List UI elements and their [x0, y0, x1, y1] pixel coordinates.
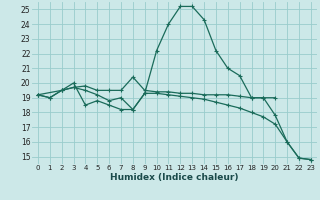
X-axis label: Humidex (Indice chaleur): Humidex (Indice chaleur)	[110, 173, 239, 182]
